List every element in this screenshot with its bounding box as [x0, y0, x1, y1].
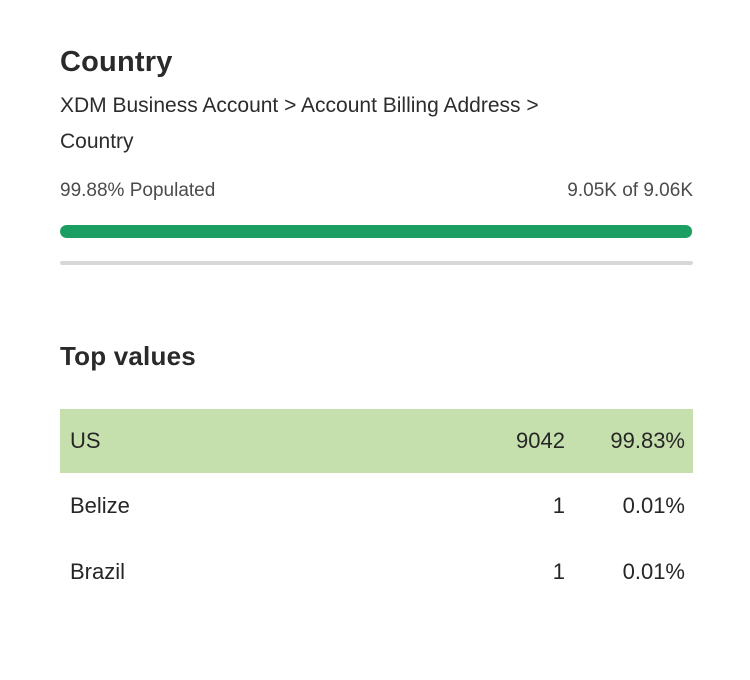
- top-values-table: US 9042 99.83% Belize 1 0.01% Brazil 1 0…: [60, 409, 693, 605]
- value-count-cell: 9042: [516, 428, 565, 453]
- populated-percentage-label: 99.88% Populated: [60, 180, 216, 201]
- populated-progress-track: [60, 225, 693, 238]
- populated-count-label: 9.05K of 9.06K: [567, 180, 693, 201]
- table-row[interactable]: Belize 1 0.01%: [60, 473, 693, 539]
- section-divider: [60, 261, 693, 265]
- field-profile-panel: Country XDM Business Account > Account B…: [60, 0, 693, 605]
- table-row[interactable]: Brazil 1 0.01%: [60, 539, 693, 605]
- value-count-cell: 1: [552, 559, 565, 584]
- value-name-cell: Belize: [70, 493, 130, 518]
- populated-progress-fill: [60, 225, 693, 238]
- table-row[interactable]: US 9042 99.83%: [60, 409, 693, 473]
- value-percent-cell: 0.01%: [622, 559, 685, 584]
- value-name-cell: US: [70, 428, 101, 453]
- value-name-cell: Brazil: [70, 559, 126, 584]
- populated-stats-row: 99.88% Populated 9.05K of 9.06K: [60, 180, 693, 202]
- value-percent-cell: 99.83%: [610, 428, 685, 453]
- top-values-heading: Top values: [60, 341, 196, 371]
- value-count-cell: 1: [552, 493, 565, 518]
- value-percent-cell: 0.01%: [622, 493, 685, 518]
- breadcrumb: XDM Business Account > Account Billing A…: [60, 94, 539, 153]
- field-title: Country: [60, 46, 173, 78]
